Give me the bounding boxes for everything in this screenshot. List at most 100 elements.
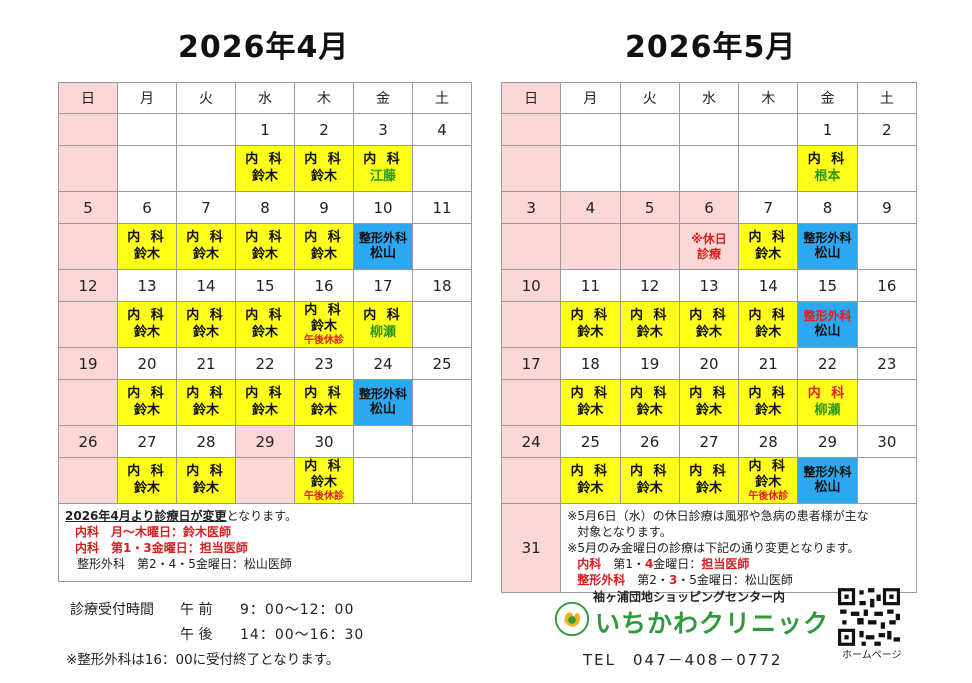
internal-medicine-cell: 内 科鈴木 <box>235 145 295 192</box>
doctor-name: 鈴木 <box>251 168 278 184</box>
weekday-header: 金 <box>353 82 413 114</box>
doctor-name: 鈴木 <box>133 402 160 418</box>
department-label: 内 科 <box>245 308 285 324</box>
date-cell: 28 <box>738 425 799 458</box>
am-time: 9：00～12：00 <box>240 602 355 618</box>
internal-dept-label: 内科 <box>577 557 602 571</box>
empty-note-cell <box>856 379 918 426</box>
department-label: 内 科 <box>629 386 670 402</box>
date-cell: 15 <box>235 269 295 302</box>
date-cell: 1 <box>797 113 858 146</box>
doctor-name: 鈴木 <box>755 475 782 490</box>
department-label: 内 科 <box>304 386 344 402</box>
date-cell: 20 <box>117 347 177 380</box>
date-cell: 9 <box>294 191 354 224</box>
internal-medicine-cell: 内 科鈴木 <box>560 301 621 348</box>
holiday-note-cell: ※休日 診療 <box>678 223 740 270</box>
weekday-header: 水 <box>678 82 740 114</box>
internal-medicine-cell: 内 科鈴木 <box>176 379 236 426</box>
date-cell: 6 <box>117 191 177 224</box>
holiday-notice-2: 対象となります。 <box>577 525 672 539</box>
date-cell <box>353 425 413 458</box>
empty-note-cell <box>412 301 472 348</box>
afternoon-closed-label: 午後休診 <box>304 335 344 347</box>
department-label: 内 科 <box>570 308 611 324</box>
date-cell: 28 <box>176 425 236 458</box>
doctor-name: 松山 <box>814 479 841 495</box>
date-cell: 22 <box>235 347 295 380</box>
weekday-header: 月 <box>117 82 177 114</box>
holiday-clinic-label: ※休日 <box>691 231 727 246</box>
weekday-header: 月 <box>560 82 621 114</box>
date-cell: 20 <box>678 347 740 380</box>
doctor-name: 鈴木 <box>310 319 337 334</box>
date-cell: 30 <box>856 425 918 458</box>
date-cell: 23 <box>294 347 354 380</box>
april-info-box: 2026年4月より診療日が変更となります。 内科 月～木曜日：鈴木医師 内科 第1・… <box>58 503 472 582</box>
weekday-header: 土 <box>856 82 918 114</box>
pm-label: 午 後 <box>180 627 213 643</box>
weekday-header: 日 <box>58 82 118 114</box>
date-cell: 24 <box>353 347 413 380</box>
internal-medicine-cell: 内 科柳瀬 <box>797 379 858 426</box>
ortho-cell: 整形外科 松山 <box>797 301 858 348</box>
date-cell <box>500 113 562 146</box>
date-cell <box>176 113 236 146</box>
doctor-name: 鈴木 <box>636 324 663 340</box>
afternoon-closed-label: 午後休診 <box>304 491 344 503</box>
department-label: 内 科 <box>748 308 789 324</box>
date-cell: 24 <box>500 425 562 458</box>
internal-medicine-cell: 内 科鈴木 <box>117 379 177 426</box>
date-cell: 8 <box>235 191 295 224</box>
department-label: 内 科 <box>127 308 167 324</box>
department-label: 内 科 <box>245 230 285 246</box>
holiday-note-cell <box>500 223 562 270</box>
date-cell: 13 <box>678 269 740 302</box>
date-cell <box>619 113 680 146</box>
empty-note-cell <box>560 145 621 192</box>
weekday-header: 木 <box>294 82 354 114</box>
holiday-note-cell <box>619 223 680 270</box>
department-label: 内 科 <box>304 458 344 474</box>
date-cell: 14 <box>176 269 236 302</box>
internal-medicine-cell: 内 科鈴木 <box>738 223 799 270</box>
internal-medicine-cell: 内 科鈴木 <box>294 379 354 426</box>
doctor-name: 鈴木 <box>310 402 337 418</box>
date-cell: 26 <box>58 425 118 458</box>
holiday-note-cell <box>500 379 562 426</box>
doctor-name: 江藤 <box>369 168 396 184</box>
doctor-name: 松山 <box>369 401 396 417</box>
date-cell: 5 <box>619 191 680 224</box>
date-cell: 17 <box>353 269 413 302</box>
holiday-note-cell <box>560 223 621 270</box>
holiday-notice-1: ※5月6日（水）の休日診療は風邪や急病の患者様が主な <box>567 509 869 523</box>
weekday-header: 日 <box>500 82 562 114</box>
doctor-name: 鈴木 <box>192 480 219 496</box>
qr-code-icon[interactable] <box>838 588 900 646</box>
empty-note-cell <box>412 145 472 192</box>
date-cell <box>58 113 118 146</box>
doctor-name: 鈴木 <box>251 324 278 340</box>
holiday-note-cell <box>500 457 562 504</box>
date-cell: 8 <box>797 191 858 224</box>
ortho-schedule: 整形外科 第2・4・5金曜日：松山医師 <box>77 557 292 571</box>
doctor-name: 鈴木 <box>310 168 337 184</box>
internal-week-highlight: 4 <box>644 557 654 571</box>
department-label: 内 科 <box>807 152 848 168</box>
internal-medicine-cell: 内 科鈴木 <box>294 223 354 270</box>
internal-medicine-cell: 内 科根本 <box>797 145 858 192</box>
internal-medicine-cell: 内 科鈴木 <box>235 223 295 270</box>
homepage-label: ホームページ <box>842 650 902 661</box>
date-cell: 2 <box>856 113 918 146</box>
date-cell <box>412 425 472 458</box>
date-cell: 27 <box>117 425 177 458</box>
empty-note-cell <box>856 145 918 192</box>
holiday-note-cell <box>58 145 118 192</box>
date-cell: 29 <box>797 425 858 458</box>
empty-note-cell <box>353 457 413 504</box>
internal-medicine-cell: 内 科鈴木 <box>738 301 799 348</box>
department-label: 内 科 <box>245 152 285 168</box>
clinic-logo-icon <box>554 601 590 637</box>
date-cell: 31 <box>500 503 562 593</box>
doctor-name: 鈴木 <box>577 324 604 340</box>
